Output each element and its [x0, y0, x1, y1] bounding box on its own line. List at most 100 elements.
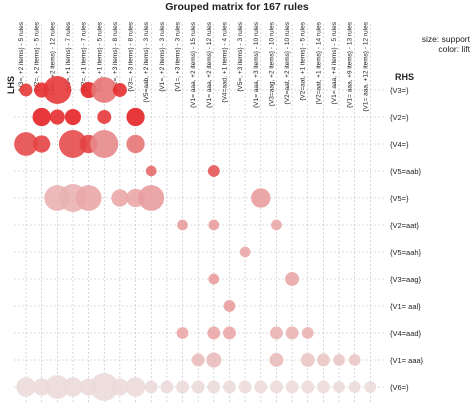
rule-bubble: [223, 380, 236, 394]
rule-bubble: [19, 83, 33, 97]
bubble-layer: [14, 76, 377, 401]
column-label: {V3=aag, +2 items} - 10 rules: [268, 21, 275, 106]
rule-bubble: [208, 219, 220, 231]
column-label: {V5=, +1 items} - 5 rules: [96, 21, 103, 91]
rule-bubble: [207, 326, 221, 340]
rule-bubble: [348, 354, 361, 366]
column-label: {V2=aat, +1 items} - 5 rules: [300, 21, 307, 101]
rule-bubble: [145, 165, 157, 177]
row-label: {V5=}: [390, 194, 409, 203]
column-label: {V2=, +1 items} - 7 rules: [81, 21, 88, 91]
rule-bubble: [333, 381, 345, 393]
row-label: {V5=aah}: [390, 248, 422, 257]
legend-size-label: size: support: [422, 34, 471, 44]
rule-bubble: [126, 107, 145, 127]
rule-bubble: [348, 381, 361, 393]
rule-bubble: [176, 327, 189, 339]
rule-bubble: [238, 380, 252, 394]
row-label: {V4=aad}: [390, 329, 422, 338]
rule-bubble: [64, 108, 82, 126]
row-label: {V5=aab}: [390, 167, 422, 176]
rule-bubble: [90, 130, 119, 158]
rule-bubble: [207, 380, 221, 394]
column-label: {V2=aat, +2 items} - 10 rules: [284, 21, 291, 104]
rule-bubble: [269, 380, 283, 394]
rule-bubble: [43, 76, 72, 104]
rule-bubble: [333, 354, 345, 366]
rule-bubble: [316, 353, 330, 367]
row-label: {V1= aaa}: [390, 356, 424, 365]
rule-bubble: [177, 219, 188, 231]
rule-bubble: [176, 380, 189, 394]
column-label: {V3=, +3 items} - 8 rules: [128, 21, 135, 91]
rule-bubble: [112, 83, 127, 97]
row-label: {V2=}: [390, 113, 409, 122]
column-label: {V2=aat, +1 items} - 14 rules: [315, 21, 322, 104]
rule-bubble: [285, 380, 299, 394]
rule-bubble: [33, 378, 51, 396]
rule-bubble: [63, 377, 83, 397]
column-label: {V2=, +2 items} - 5 rules: [34, 21, 41, 91]
rule-bubble: [111, 189, 129, 207]
rule-bubble: [33, 135, 51, 153]
column-label: {V1=, +3 items} - 3 rules: [175, 21, 182, 91]
rule-bubble: [207, 165, 220, 177]
column-label: {V1= aaa, +3 items} - 10 rules: [253, 21, 260, 108]
rule-bubble: [16, 377, 36, 397]
column-label: {V5=, +3 items} - 3 rules: [237, 21, 244, 91]
rule-bubble: [90, 373, 119, 401]
column-label: {V1= aaa, +2 items} - 12 rules: [206, 21, 213, 108]
legend-color-label: color: lift: [438, 44, 470, 54]
rule-bubble: [111, 378, 129, 396]
rule-bubble: [285, 272, 300, 286]
column-label: {V2=, +1 items} - 7 rules: [65, 21, 72, 91]
rule-bubble: [251, 188, 271, 208]
column-label: {V4=aad, +1 items} - 4 rules: [221, 21, 228, 102]
rule-bubble: [126, 134, 145, 154]
column-label: {V1= aaa, +4 items} - 5 rules: [331, 21, 338, 104]
rule-bubble: [45, 375, 70, 399]
column-labels: {V3=, +2 items} - 5 rules {V2=, +2 items}…: [18, 21, 369, 111]
grid-layer: [14, 24, 386, 402]
chart-title: Grouped matrix for 167 rules: [165, 1, 309, 13]
rule-bubble: [208, 273, 220, 285]
column-label: {V2=, +3 items} - 8 rules: [112, 21, 119, 91]
row-label: {V6=}: [390, 383, 409, 392]
y-axis-label: RHS: [395, 72, 414, 82]
rule-bubble: [138, 185, 165, 211]
rule-bubble: [191, 380, 205, 394]
rule-bubble: [223, 300, 236, 312]
rule-bubble: [49, 109, 65, 125]
row-labels: {V3=} {V2=} {V4=} {V5=aab} {V5=} {V2=aat} {V5=…: [390, 86, 424, 392]
x-axis-label: LHS: [6, 76, 16, 94]
rule-bubble: [316, 380, 330, 394]
rule-bubble: [239, 246, 251, 258]
column-label: {V5=aab, +2 items} - 3 rules: [143, 21, 150, 102]
rule-bubble: [191, 353, 205, 367]
row-label: {V3=aag}: [390, 275, 422, 284]
row-label: {V1= aal}: [390, 302, 421, 311]
column-label: {V1= aaa, +2 items} - 15 rules: [190, 21, 197, 108]
rule-bubble: [269, 353, 284, 367]
rule-bubble: [254, 380, 268, 394]
rule-bubble: [223, 326, 236, 340]
rule-bubble: [206, 352, 222, 368]
row-label: {V4=}: [390, 140, 409, 149]
rule-bubble: [125, 377, 146, 397]
rule-bubble: [269, 326, 283, 340]
rule-bubble: [285, 326, 299, 340]
rule-bubble: [58, 130, 87, 158]
rule-bubble: [160, 380, 174, 394]
rule-bubble: [364, 381, 377, 393]
rule-bubble: [300, 353, 315, 367]
rule-bubble: [91, 77, 118, 103]
column-label: {V4=, +2 items} - 12 rules: [49, 21, 56, 95]
rule-bubble: [32, 107, 51, 127]
row-label: {V2=aat}: [390, 221, 419, 230]
column-label: {V1= aaa, +12 items} - 12 rules: [362, 21, 369, 111]
rule-bubble: [271, 219, 282, 231]
rule-bubble: [301, 327, 314, 339]
rule-bubble: [301, 380, 315, 394]
row-label: {V3=}: [390, 86, 409, 95]
